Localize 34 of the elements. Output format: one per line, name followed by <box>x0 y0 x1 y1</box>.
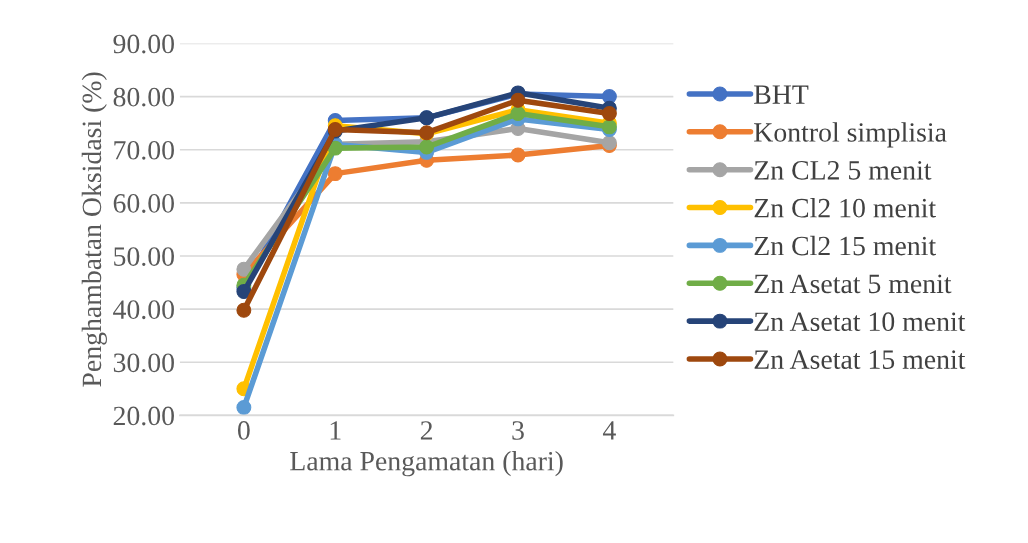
point <box>327 140 343 156</box>
point <box>236 261 252 277</box>
x-tick-label: 3 <box>512 421 524 440</box>
y-tick-label: 80.00 <box>113 87 174 107</box>
x-tick-label: 2 <box>420 421 433 440</box>
legend-label: Zn Asetat 15 menit <box>754 350 966 369</box>
legend-label: Zn Cl2 10 menit <box>754 197 936 218</box>
x-tick-label: 1 <box>330 421 341 440</box>
legend-label: Zn CL2 5 menit <box>754 161 932 180</box>
y-tick-label: 70.00 <box>114 140 174 160</box>
point <box>419 139 435 155</box>
point <box>510 92 526 108</box>
x-tick-label: 4 <box>602 421 616 440</box>
x-axis-title: Lama Pengamatan (hari) <box>290 451 563 477</box>
legend-label: BHT <box>754 85 809 104</box>
y-tick-label: 40.00 <box>113 300 174 320</box>
legend-label: Zn Asetat 5 menit <box>754 274 952 294</box>
point <box>510 106 526 122</box>
y-tick-label: 90.00 <box>113 34 174 54</box>
point <box>601 106 617 122</box>
y-axis-title: Penghambatan Oksidasi (%) <box>81 72 107 387</box>
legend-label: Kontrol simplisia <box>754 122 947 148</box>
legend-label: Zn Asetat 10 menit <box>754 312 966 332</box>
legend-label: Zn Cl2 15 menit <box>754 235 936 256</box>
point <box>236 302 252 318</box>
y-tick-label: 30.00 <box>113 353 174 373</box>
y-tick-label: 60.00 <box>113 194 174 213</box>
y-tick-label: 20.00 <box>113 406 174 426</box>
point <box>510 147 526 163</box>
y-tick-label: 50.00 <box>114 247 174 267</box>
point <box>327 166 343 182</box>
point <box>236 284 252 300</box>
x-tick-label: 0 <box>237 421 250 440</box>
point <box>236 399 252 415</box>
